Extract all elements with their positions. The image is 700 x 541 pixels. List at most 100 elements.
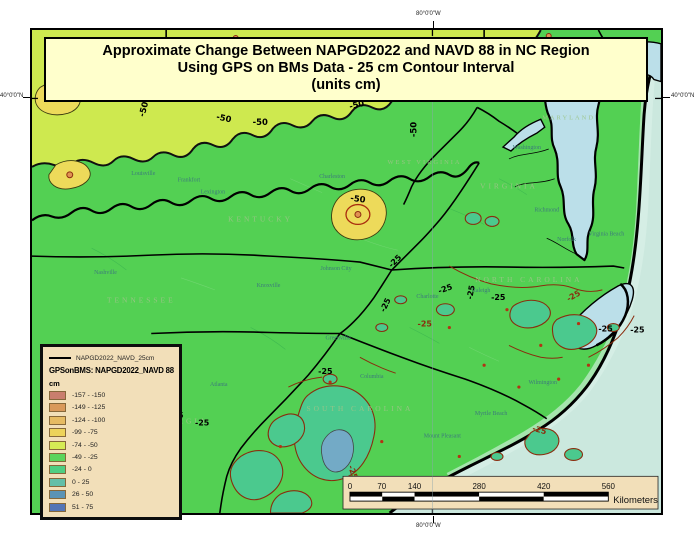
coordinate-label-left: 40°0'0"N: [0, 93, 24, 99]
city-label: Charleston: [319, 174, 345, 180]
coordinate-label-right: 40°0'0"N: [671, 93, 695, 99]
outer-banks: [595, 282, 630, 347]
contour-label-25: -25: [630, 326, 644, 335]
legend-units-label: cm: [49, 379, 60, 388]
legend-swatch: [49, 403, 66, 413]
scalebar-tick-label: 70: [377, 482, 386, 491]
legend-swatch: [49, 391, 66, 400]
ohio-river: [32, 161, 480, 222]
contour-label-50: -50: [253, 117, 268, 127]
legend-class-row: -99 - -75: [49, 428, 179, 438]
scalebar-tick-label: 560: [602, 482, 616, 491]
city-label: Greenville: [326, 335, 351, 341]
minus25-contours: [278, 265, 635, 459]
legend-line-item: NAPGD2022_NAVD_25cm: [49, 353, 179, 363]
city-label: Norfolk: [557, 236, 576, 243]
coordinate-label-bottom: 80°0'0"W: [416, 523, 441, 529]
state-borders: [32, 30, 625, 513]
legend-swatch: [49, 415, 66, 425]
state-label: NORTH CAROLINA: [475, 275, 582, 284]
kilometers-label: Kilometers: [613, 494, 658, 505]
scalebar-bar: [349, 491, 609, 502]
scalebar-tick-label: 280: [473, 482, 487, 491]
legend-class-row: 0 - 25: [49, 477, 179, 487]
contour-line-label: NAPGD2022_NAVD_25cm: [76, 354, 155, 362]
legend-class-row: -24 - 0: [49, 465, 179, 475]
patch-0-25: [321, 429, 354, 473]
scalebar-tick-label: 0: [348, 482, 353, 491]
legend-class-row: -49 - -25: [49, 452, 179, 462]
tn-nc-border: [339, 269, 393, 335]
map-frame: KENTUCKY TENNESSEE WEST VIRGINIA VIRGINI…: [30, 28, 663, 520]
legend-swatch: [49, 428, 66, 438]
state-label: WEST VIRGINIA: [387, 159, 461, 166]
legend-range-label: -157 - -150: [72, 392, 106, 399]
city-label: Richmond: [534, 208, 559, 214]
wv-va-border: [402, 106, 478, 205]
title-box: Approximate Change Between NAPGD2022 and…: [44, 37, 648, 102]
legend-range-label: 51 - 75: [72, 503, 94, 511]
city-label: Virginia Beach: [589, 231, 625, 237]
contour-label-25: -25: [531, 424, 547, 436]
scalebar-tick-label: 420: [537, 482, 551, 491]
contour-label-25: -25: [318, 367, 332, 376]
contour-label-25: -25: [491, 293, 505, 302]
legend-range-label: 26 - 50: [72, 491, 94, 499]
legend-range-label: -149 - -125: [72, 404, 106, 412]
city-label: Louisville: [131, 171, 155, 177]
nc-ga-border: [151, 330, 341, 335]
contour-label-25: -25: [465, 284, 476, 300]
title-line-1: Approximate Change Between NAPGD2022 and…: [102, 43, 590, 59]
legend-swatch: [49, 465, 66, 475]
legend-swatch: [49, 440, 66, 450]
coordinate-label-top: 80°0'0"W: [416, 11, 441, 17]
graticule-tick-left: [23, 97, 30, 98]
contour-label-50: -50: [409, 122, 419, 137]
contour-label-50: -50: [137, 100, 151, 117]
legend-class-row: -74 - -50: [49, 440, 179, 450]
york-river: [514, 178, 555, 188]
contour-labels: -50 -50 -50 -50 -50 -50 -25 -25 -25 -25 …: [137, 98, 645, 481]
contour-label-25: -25: [598, 325, 612, 334]
city-label: Columbia: [360, 374, 384, 380]
city-label: Frankfort: [178, 177, 201, 184]
city-label: Lexington: [201, 190, 225, 196]
james-river: [546, 237, 577, 255]
scalebar-tick-label: 140: [408, 482, 422, 491]
legend-class-row: 26 - 50: [49, 490, 179, 500]
legend-range-label: -49 - -25: [72, 453, 98, 461]
city-label: Washington: [513, 145, 541, 151]
city-label: Nashville: [94, 270, 117, 276]
graticule-tick-top: [433, 21, 434, 28]
city-label: Mount Pleasant: [424, 434, 461, 440]
legend-range-label: -74 - -50: [72, 441, 98, 449]
potomac-river: [501, 118, 546, 152]
legend-range-label: -99 - -75: [72, 429, 98, 437]
legend-range-label: 0 - 25: [72, 478, 90, 486]
legend-class-row: -124 - -100: [49, 415, 179, 425]
legend-swatch: [49, 452, 66, 462]
city-label: Knoxville: [257, 283, 281, 289]
nc-sc-border: [339, 332, 548, 420]
potomac-border: [476, 106, 518, 134]
contour-label-25: -25: [195, 419, 209, 428]
title-line-2: Using GPS on BMs Data - 25 cm Contour In…: [177, 60, 515, 76]
legend-class-row: -149 - -125: [49, 403, 179, 413]
city-label: Johnson City: [320, 266, 351, 272]
city-label: Charlotte: [416, 294, 438, 300]
contour-label-25: -25: [418, 320, 432, 329]
ky-va-border: [391, 162, 480, 271]
graticule-tick-right: [663, 97, 670, 98]
contour-label-50: -50: [215, 111, 232, 124]
city-label: Myrtle Beach: [475, 411, 508, 417]
city-label: Wilmington: [529, 380, 558, 386]
graticule-tick-bottom: [433, 516, 434, 523]
legend-range-label: -24 - 0: [72, 466, 92, 474]
legend-swatch: [49, 502, 66, 512]
legend-class-row: 51 - 75: [49, 502, 179, 512]
legend-class-row: -157 - -150: [49, 391, 179, 400]
rappahannock-river: [508, 148, 549, 160]
city-labels: Louisville Frankfort Lexington Charlesto…: [94, 145, 624, 440]
contour-line-symbol: [49, 357, 71, 359]
